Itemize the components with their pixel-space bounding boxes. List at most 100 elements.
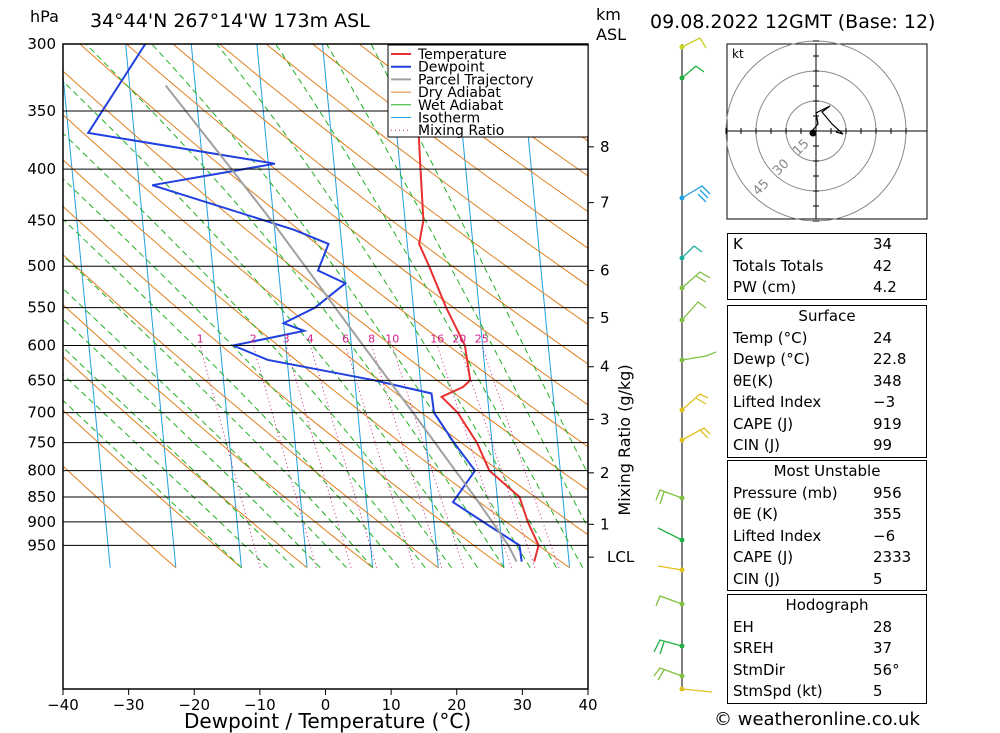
surface-row: Dewp (°C) 22.8 (728, 349, 926, 371)
wet-adiabat-line (63, 132, 452, 568)
indices-label: PW (cm) (733, 278, 797, 296)
hodograph-label: StmDir (733, 660, 785, 679)
mixing-ratio-label: 6 (342, 333, 349, 346)
isotherm-line (649, 29, 701, 567)
most-unstable-table: Most Unstable Pressure (mb) 956 θE (K) 355… (727, 460, 927, 591)
units-asl-label: ASL (596, 25, 626, 44)
wind-level-dot (679, 686, 685, 692)
hodograph-row: SREH 37 (728, 638, 926, 660)
hodograph-value: 28 (873, 617, 893, 636)
pressure-tick-label: 750 (27, 434, 56, 452)
dry-adiabat-line (63, 159, 570, 569)
legend-entry: Isotherm (418, 111, 480, 127)
hodograph-value: 56° (873, 660, 900, 679)
mixing-ratio-label: 16 (430, 333, 444, 346)
wind-barb (681, 301, 707, 321)
wind-level-dot (679, 495, 685, 501)
isotherm-line (125, 44, 177, 568)
wind-barb (681, 393, 709, 411)
indices-label: K (733, 235, 743, 253)
datetime-label: 09.08.2022 12GMT (Base: 12) (650, 11, 935, 33)
temp-tick-label: −40 (47, 696, 79, 714)
wet-adiabat-line (370, 44, 588, 476)
wind-barb (655, 595, 683, 607)
surface-label: Lifted Index (733, 393, 822, 411)
most-unstable-row: CIN (J) 5 (728, 569, 926, 591)
mixing-ratio-axis-label: Mixing Ratio (g/kg) (615, 364, 634, 515)
surface-row: θE(K) 348 (728, 371, 926, 393)
most-unstable-value: 5 (873, 569, 883, 588)
indices-table: K 34 Totals Totals 42 PW (cm) 4.2 (727, 233, 927, 300)
wet-adiabat-line (63, 218, 400, 569)
most-unstable-row: Lifted Index −6 (728, 526, 926, 548)
wind-level-dot (679, 75, 685, 81)
most-unstable-label: θE (K) (733, 505, 778, 523)
mixing-ratio-label: 20 (452, 333, 466, 346)
mixing-ratio-line (391, 345, 465, 568)
temp-tick-label: −10 (244, 696, 276, 714)
mixing-ratio-label: 3 (283, 333, 290, 346)
surface-title: Surface (798, 307, 856, 325)
mixing-ratio-label: 25 (475, 333, 489, 346)
hodograph-row: StmDir 56° (728, 660, 926, 682)
wind-barb (681, 427, 711, 441)
units-left-label: hPa (30, 7, 59, 26)
height-tick-label: 6 (600, 262, 610, 280)
surface-value: 22.8 (873, 350, 907, 368)
pressure-tick-label: 550 (27, 299, 56, 317)
hodograph-value: 37 (873, 639, 893, 657)
pressure-tick-label: 800 (27, 462, 56, 480)
wind-barb (681, 65, 705, 79)
wind-level-dot (679, 643, 685, 649)
pressure-tick-label: 350 (27, 102, 56, 120)
surface-row: CIN (J) 99 (728, 435, 926, 457)
surface-value: 348 (873, 371, 902, 390)
copyright-footer: © weatheronline.co.uk (714, 709, 920, 730)
surface-label: Dewp (°C) (733, 350, 811, 368)
hodograph-table: Hodograph EH 28 SREH 37 StmDir 56° StmSpd (… (727, 594, 927, 704)
dry-adiabat-line (63, 70, 588, 491)
isotherm-line (256, 44, 308, 568)
indices-value: 4.2 (873, 278, 897, 296)
dewpoint-profile (86, 44, 523, 562)
wind-level-dot (679, 44, 685, 50)
indices-value: 42 (873, 256, 893, 275)
legend-entry: Parcel Trajectory (418, 72, 534, 88)
temp-tick-label: 10 (382, 696, 401, 714)
most-unstable-row: CAPE (J) 2333 (728, 547, 926, 569)
mixing-ratio-label: 8 (368, 333, 375, 346)
wind-profile (653, 37, 717, 693)
temp-tick-label: −30 (113, 696, 145, 714)
wet-adiabat-line (326, 44, 588, 529)
wind-level-dot (679, 437, 685, 443)
surface-row: Lifted Index −3 (728, 392, 926, 414)
wind-level-dot (679, 357, 685, 363)
wet-adiabat-line (63, 80, 479, 568)
temperature-profile (416, 44, 540, 562)
units-km-label: km (596, 5, 621, 24)
most-unstable-value: 956 (873, 483, 902, 502)
indices-label: Totals Totals (733, 256, 824, 275)
indices-row: PW (cm) 4.2 (728, 277, 926, 299)
height-tick-label: 4 (600, 358, 610, 376)
isotherm-line (190, 44, 242, 568)
dry-adiabat-line (125, 44, 588, 406)
wind-barb (681, 271, 711, 289)
dry-adiabat-line (63, 205, 505, 569)
indices-value: 34 (873, 235, 893, 253)
hodograph-row: StmSpd (kt) 5 (728, 681, 926, 703)
dry-adiabat-line (63, 465, 177, 569)
hodograph-title: Hodograph (785, 596, 869, 614)
temp-tick-label: 30 (513, 696, 532, 714)
dry-adiabat-line (63, 303, 374, 569)
indices-row: K 34 (728, 234, 926, 256)
hodograph-row: EH 28 (728, 617, 926, 639)
most-unstable-value: 355 (873, 505, 902, 523)
mixing-ratio-label: 1 (197, 333, 204, 346)
wind-level-dot (679, 537, 685, 543)
wind-barb (681, 688, 713, 693)
mixing-ratio-line (309, 345, 378, 568)
dry-adiabat-line (63, 409, 242, 569)
